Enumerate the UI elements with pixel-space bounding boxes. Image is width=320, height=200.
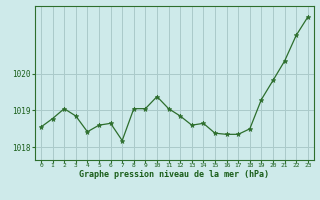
X-axis label: Graphe pression niveau de la mer (hPa): Graphe pression niveau de la mer (hPa)	[79, 170, 269, 179]
